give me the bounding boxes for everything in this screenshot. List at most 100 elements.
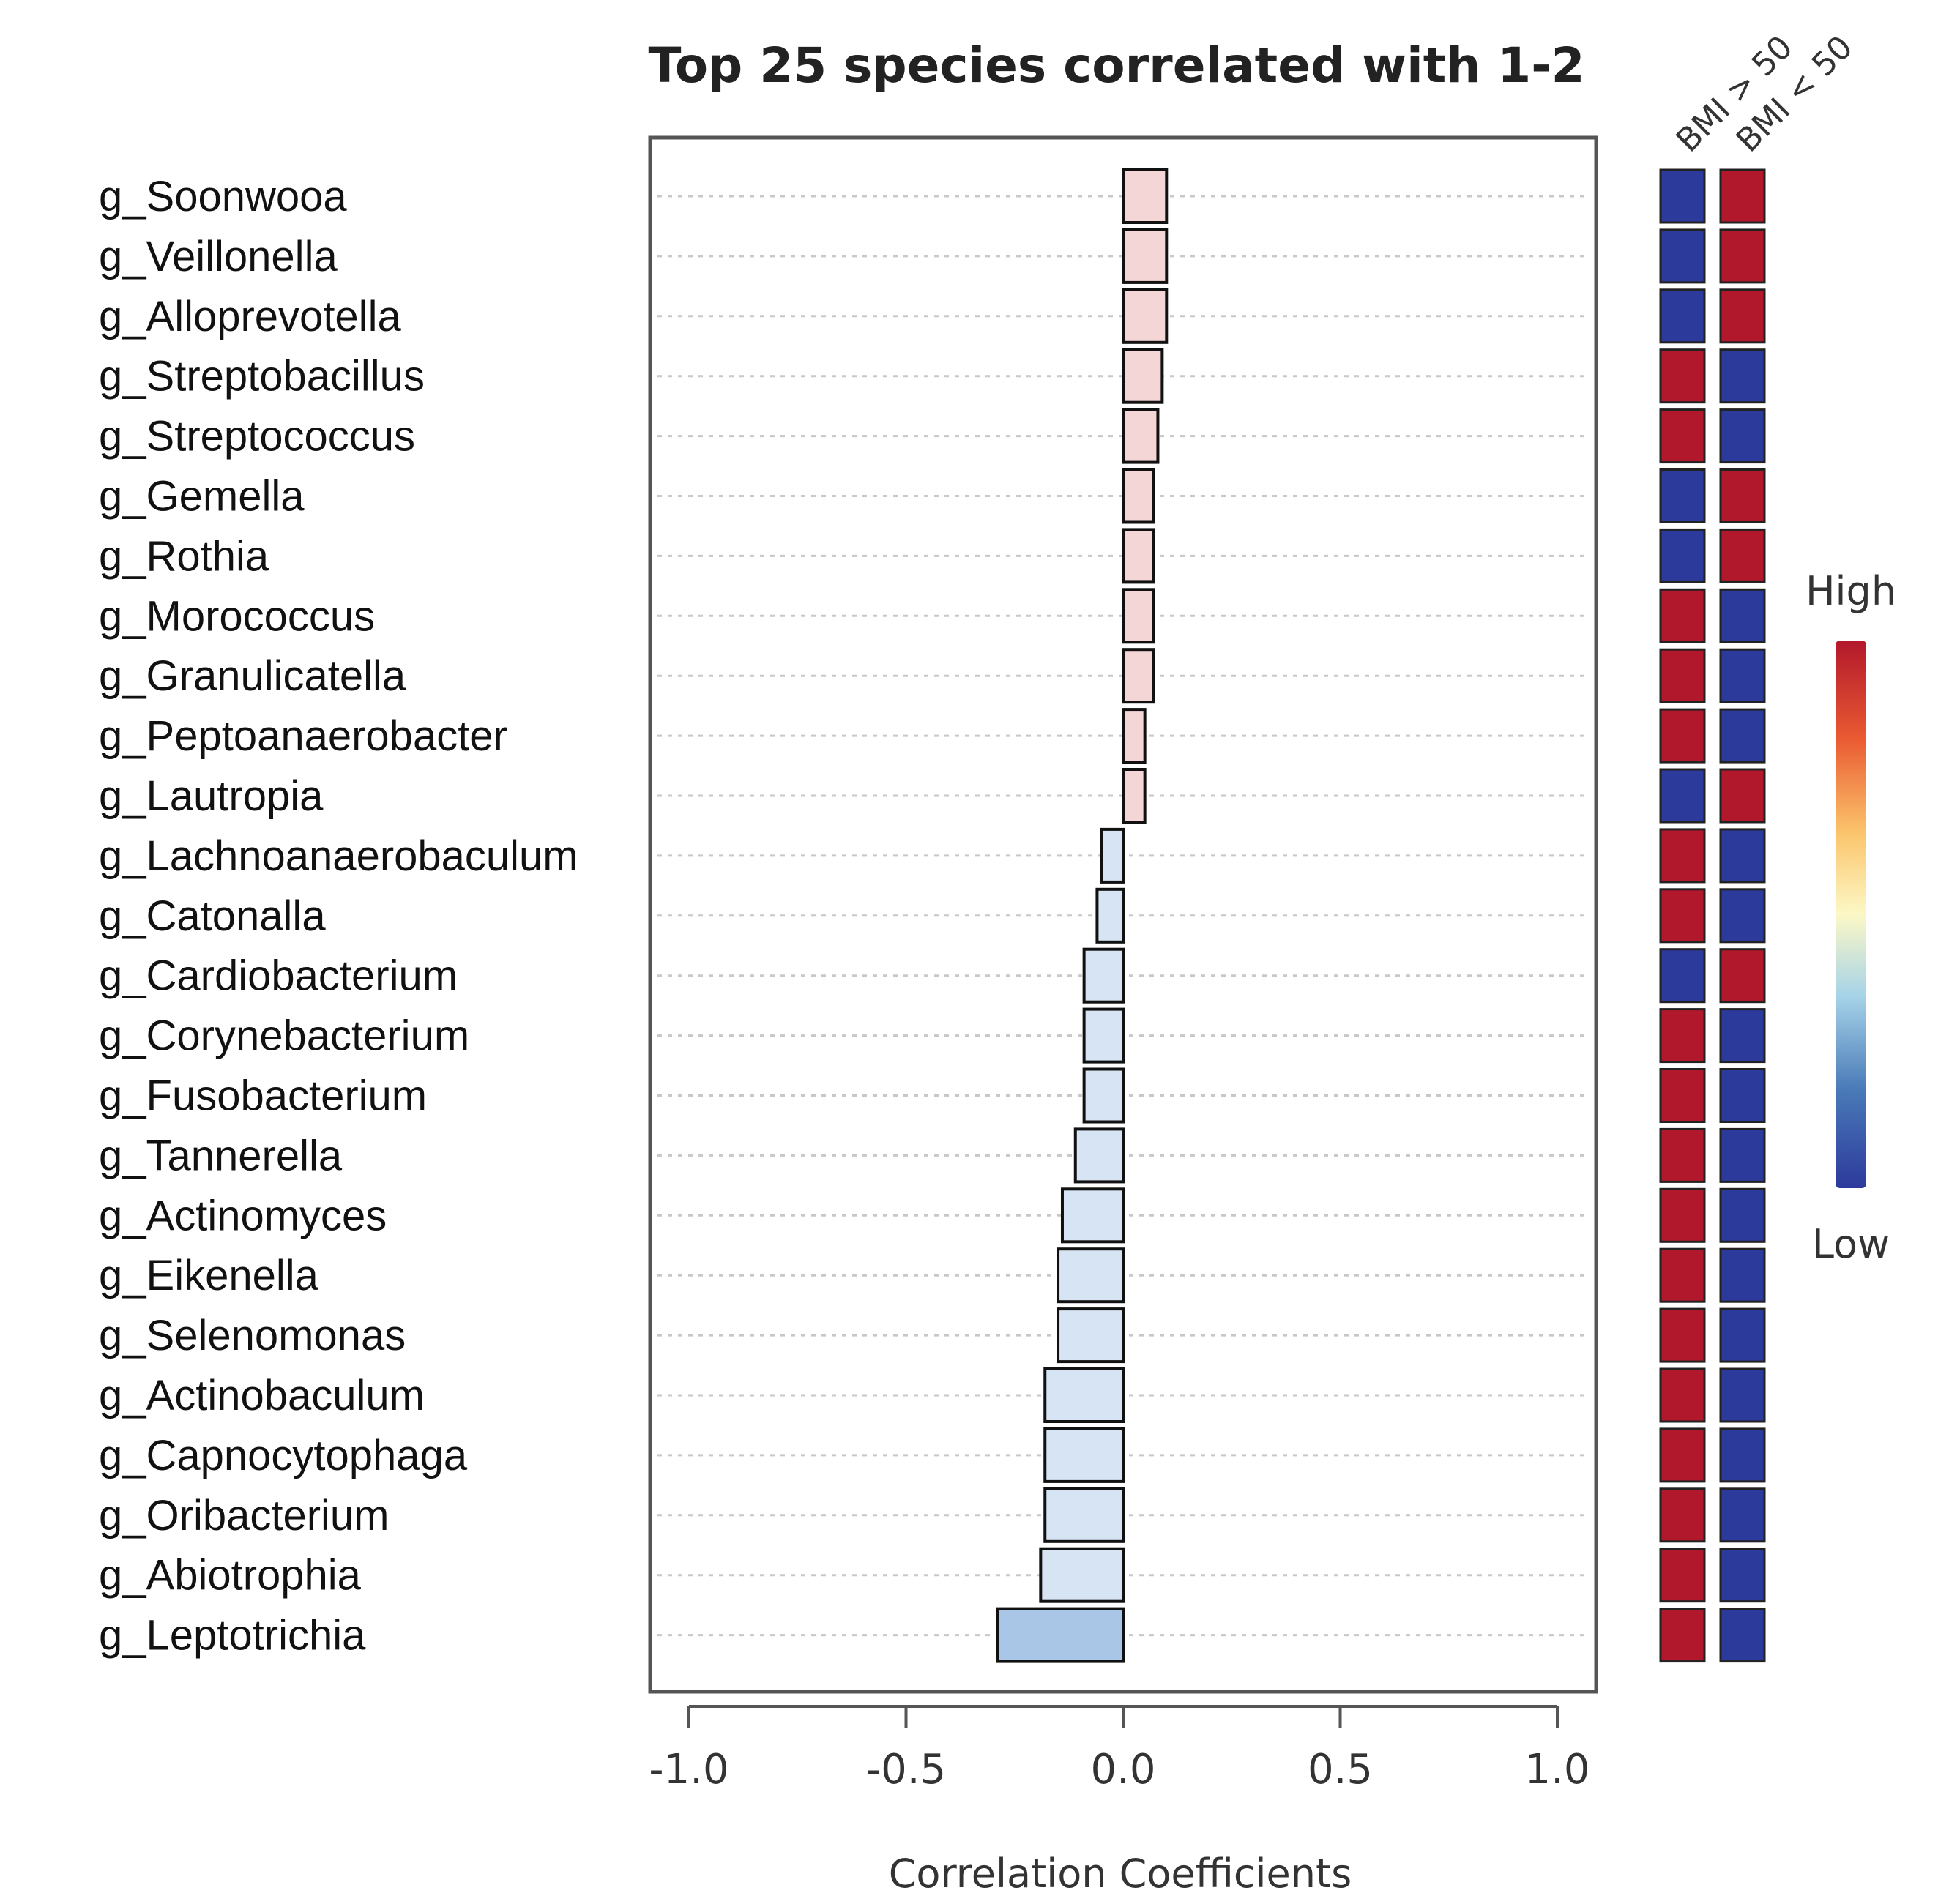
bar-peptoanaerobacter [1122,708,1147,764]
species-label: g_Peptoanaerobacter [99,712,507,760]
color-legend: High Low [1805,568,1896,1267]
x-tick-label: -1.0 [649,1746,728,1793]
bar-cardiobacterium [1082,947,1125,1004]
heat-cell [1719,1548,1766,1603]
species-label: g_Abiotrophia [99,1552,362,1599]
bar-eikenella [1057,1247,1125,1304]
bar-tannerella [1073,1127,1125,1184]
bars [996,168,1169,1663]
bar-catonalla [1095,887,1125,944]
bar-abiotrophia [1039,1547,1125,1603]
heat-cell [1659,1548,1706,1603]
heat-cell [1719,408,1766,464]
bar-veillonella [1122,228,1169,284]
heat-cell [1659,408,1706,464]
heat-cell [1659,348,1706,404]
heat-cell [1719,1367,1766,1423]
heat-cell [1659,1307,1706,1363]
heat-cell [1719,528,1766,583]
heat-cell [1719,1487,1766,1543]
species-label: g_Actinobaculum [99,1372,425,1419]
heat-cell [1719,1008,1766,1064]
species-label: g_Oribacterium [99,1492,389,1539]
heat-cell [1719,288,1766,344]
species-label: g_Actinomyces [99,1192,387,1239]
species-labels: g_Soonwooa g_Veillonella g_Alloprevotellag… [99,173,578,1660]
species-label: g_Rothia [99,532,269,580]
heat-cell [1659,1608,1706,1663]
heat-cell [1659,1187,1706,1243]
species-label: g_Leptotrichia [99,1612,366,1660]
species-label: g_Eikenella [99,1252,319,1299]
heat-cell [1719,1187,1766,1243]
bar-actinobaculum [1043,1367,1125,1423]
heat-cell [1659,288,1706,344]
heat-cell [1719,648,1766,703]
x-axis: -1.0 -0.5 0.0 0.5 1.0 [649,1705,1590,1793]
species-label: g_Granulicatella [99,652,406,700]
species-label: g_Catonalla [99,892,326,940]
bar-streptobacillus [1122,348,1164,404]
species-label: g_Fusobacterium [99,1072,427,1120]
species-label: g_Corynebacterium [99,1012,469,1060]
species-label: g_Gemella [99,473,305,520]
heat-cell [1719,888,1766,944]
x-axis-title: Correlation Coefficients [889,1851,1352,1897]
heat-cell [1659,1127,1706,1183]
species-label: g_Lachnoanaerobaculum [99,832,578,880]
bar-soonwooa [1122,168,1169,224]
heat-cell [1659,1487,1706,1543]
species-label: g_Alloprevotella [99,293,401,340]
heat-cell [1719,168,1766,224]
bar-capnocytophaga [1043,1427,1125,1483]
heat-cell [1659,1008,1706,1064]
heat-cell [1719,948,1766,1004]
heat-cell [1719,1247,1766,1303]
bar-gemella [1122,468,1155,524]
bar-rothia [1122,528,1155,584]
heat-cell [1659,1247,1706,1303]
heat-cell [1659,648,1706,703]
bar-morococcus [1122,588,1155,644]
bar-lautropia [1122,768,1147,824]
heat-cell [1659,1068,1706,1123]
species-label: g_Streptobacillus [99,353,425,400]
bar-fusobacterium [1082,1067,1125,1124]
bar-streptococcus [1122,408,1160,464]
species-label: g_Tannerella [99,1132,343,1179]
heat-cell [1659,588,1706,643]
heat-cell [1659,708,1706,764]
bar-alloprevotella [1122,288,1169,344]
heat-cell [1659,1367,1706,1423]
heat-cell [1659,888,1706,944]
species-label: g_Capnocytophaga [99,1432,468,1479]
species-label: g_Lautropia [99,772,324,820]
heat-cell [1719,768,1766,824]
chart-title: Top 25 species correlated with 1-2 [648,37,1584,94]
heat-cell [1659,1427,1706,1483]
heat-cell [1719,828,1766,884]
x-tick-label: -0.5 [866,1746,946,1793]
heat-cell [1719,1608,1766,1663]
heat-cell [1659,528,1706,583]
heat-cell [1659,168,1706,224]
bar-actinomyces [1060,1187,1125,1244]
heat-cell [1659,468,1706,523]
x-tick-label: 1.0 [1524,1746,1590,1793]
bar-oribacterium [1043,1487,1125,1543]
bar-selenomonas [1057,1307,1125,1364]
species-label: g_Veillonella [99,233,338,280]
heat-cell [1719,1127,1766,1183]
heat-cell [1719,468,1766,523]
bar-granulicatella [1122,648,1155,704]
heat-cell [1659,948,1706,1004]
heat-cell [1719,708,1766,764]
heat-cell [1719,1068,1766,1123]
x-tick-label: 0.5 [1308,1746,1373,1793]
heat-cell [1719,1427,1766,1483]
legend-low-label: Low [1812,1221,1890,1267]
species-label: g_Soonwooa [99,173,347,220]
heat-cell [1659,228,1706,284]
